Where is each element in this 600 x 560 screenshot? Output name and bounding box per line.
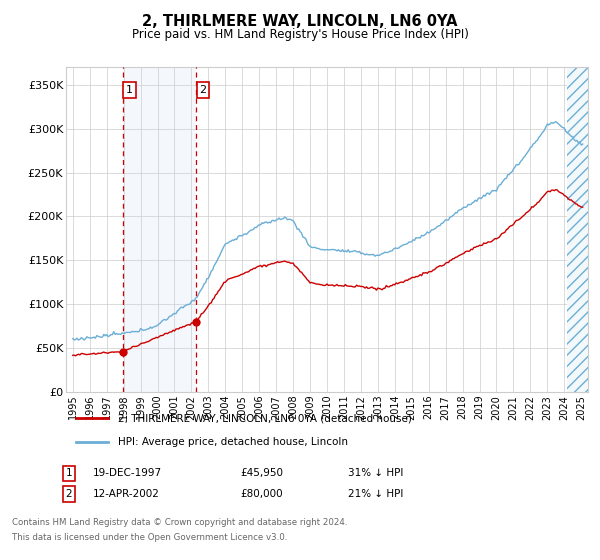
Text: 2, THIRLMERE WAY, LINCOLN, LN6 0YA: 2, THIRLMERE WAY, LINCOLN, LN6 0YA <box>142 14 458 29</box>
Bar <box>567 67 588 392</box>
Text: 2: 2 <box>199 85 206 95</box>
Text: HPI: Average price, detached house, Lincoln: HPI: Average price, detached house, Linc… <box>118 436 348 446</box>
Text: Price paid vs. HM Land Registry's House Price Index (HPI): Price paid vs. HM Land Registry's House … <box>131 28 469 41</box>
Text: 31% ↓ HPI: 31% ↓ HPI <box>348 468 403 478</box>
Bar <box>123 67 196 392</box>
Text: 1: 1 <box>65 468 73 478</box>
Text: 21% ↓ HPI: 21% ↓ HPI <box>348 489 403 499</box>
Text: £80,000: £80,000 <box>240 489 283 499</box>
Text: 2, THIRLMERE WAY, LINCOLN, LN6 0YA (detached house): 2, THIRLMERE WAY, LINCOLN, LN6 0YA (deta… <box>118 413 412 423</box>
Text: £45,950: £45,950 <box>240 468 283 478</box>
Text: 2: 2 <box>65 489 73 499</box>
Text: 12-APR-2002: 12-APR-2002 <box>93 489 160 499</box>
Text: Contains HM Land Registry data © Crown copyright and database right 2024.: Contains HM Land Registry data © Crown c… <box>12 518 347 527</box>
Text: 1: 1 <box>126 85 133 95</box>
Text: 19-DEC-1997: 19-DEC-1997 <box>93 468 162 478</box>
Text: This data is licensed under the Open Government Licence v3.0.: This data is licensed under the Open Gov… <box>12 533 287 542</box>
Bar <box>567 67 588 392</box>
